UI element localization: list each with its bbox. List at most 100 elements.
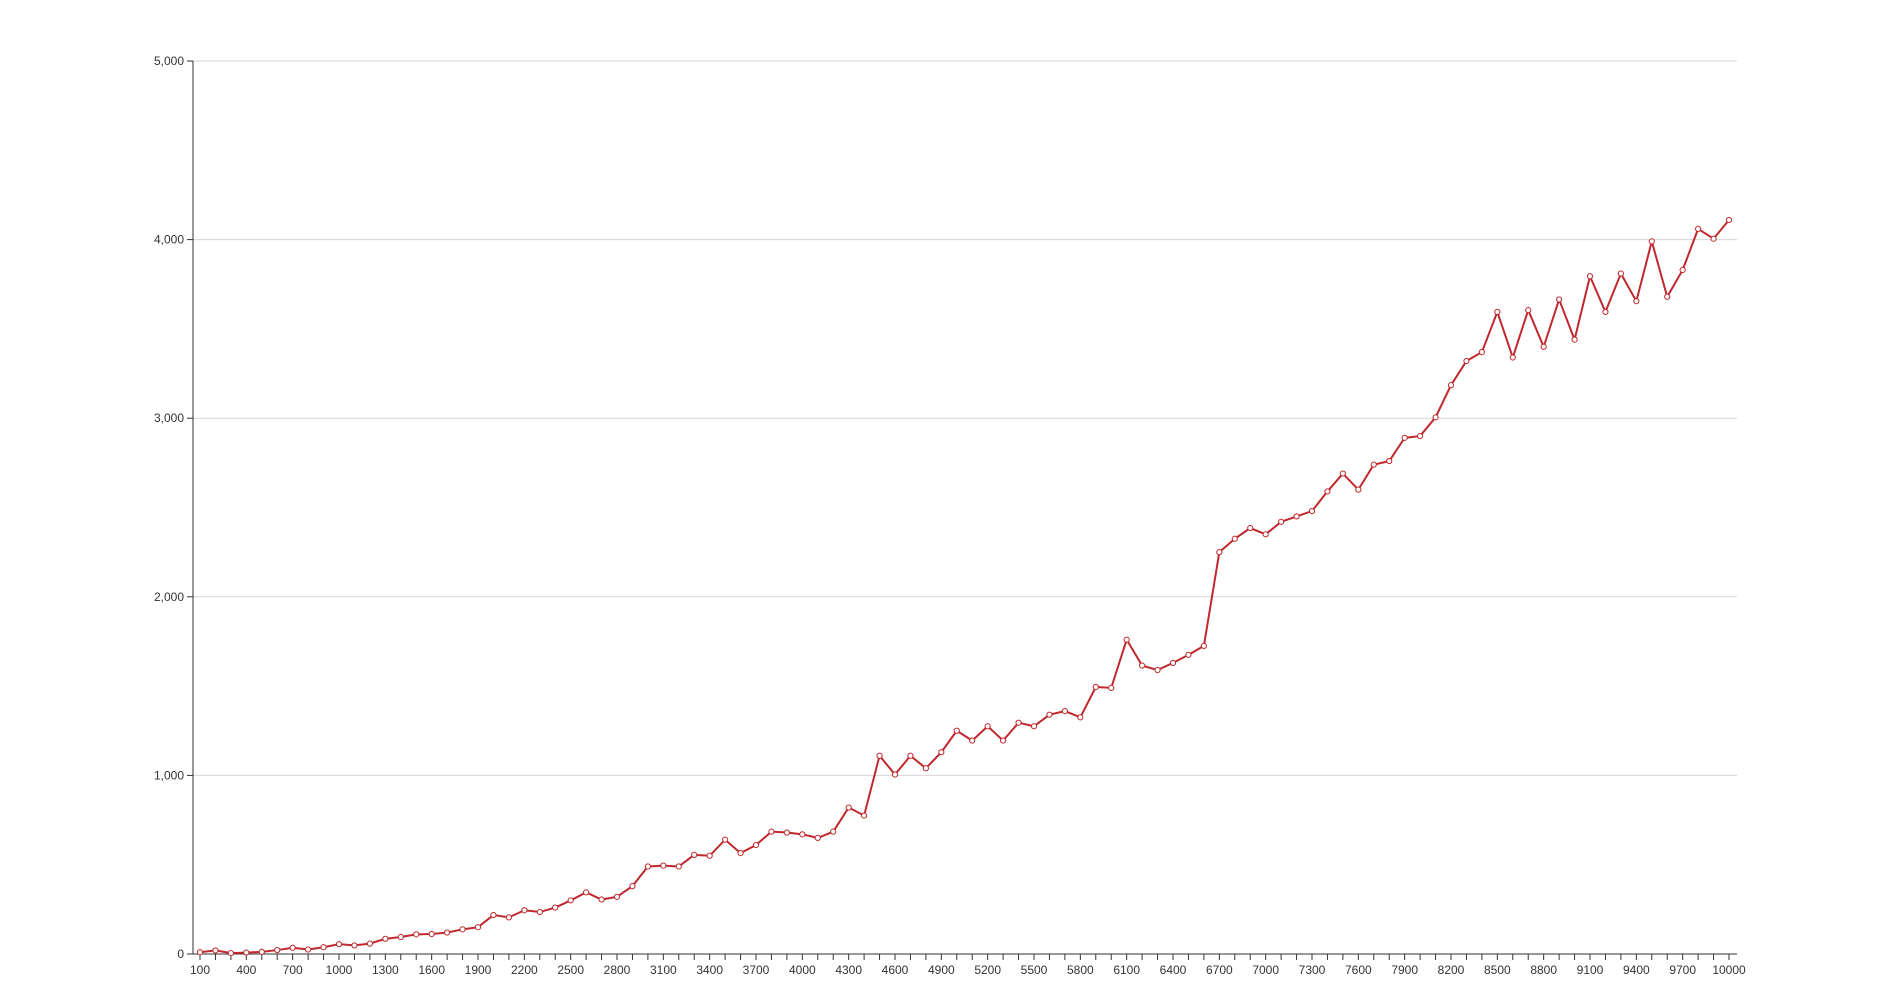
data-point[interactable] <box>1355 486 1362 493</box>
data-point[interactable] <box>444 929 451 936</box>
data-point[interactable] <box>1478 349 1485 356</box>
data-point[interactable] <box>583 889 590 896</box>
data-point[interactable] <box>1000 737 1007 744</box>
data-point[interactable] <box>274 946 281 954</box>
data-point[interactable] <box>289 944 296 951</box>
data-point[interactable] <box>1169 659 1177 666</box>
data-point[interactable] <box>1447 382 1455 389</box>
data-point[interactable] <box>613 893 621 900</box>
data-point[interactable] <box>428 930 435 938</box>
data-point[interactable] <box>1710 235 1717 242</box>
data-point[interactable] <box>1540 343 1547 350</box>
data-point[interactable] <box>1586 273 1594 280</box>
data-point[interactable] <box>691 851 698 858</box>
data-point[interactable] <box>845 804 852 811</box>
data-point[interactable] <box>1324 488 1331 495</box>
data-point[interactable] <box>1030 723 1038 730</box>
data-point[interactable] <box>1262 531 1269 538</box>
data-point[interactable] <box>1679 266 1686 274</box>
data-point[interactable] <box>305 946 312 953</box>
data-point[interactable] <box>1293 513 1300 520</box>
data-point[interactable] <box>505 914 512 921</box>
data-point[interactable] <box>366 940 373 947</box>
data-point[interactable] <box>243 949 250 956</box>
data-point[interactable] <box>1139 662 1146 669</box>
data-point[interactable] <box>1664 293 1671 300</box>
data-point[interactable] <box>1494 308 1501 316</box>
data-point[interactable] <box>1308 507 1316 515</box>
data-point[interactable] <box>1154 666 1161 674</box>
data-point[interactable] <box>830 828 837 835</box>
data-point[interactable] <box>1417 432 1424 440</box>
data-point[interactable] <box>1401 434 1408 441</box>
data-point[interactable] <box>1278 518 1285 525</box>
data-point[interactable] <box>675 863 682 870</box>
data-point[interactable] <box>1725 216 1733 224</box>
data-point[interactable] <box>1046 711 1053 718</box>
data-point[interactable] <box>1648 238 1655 245</box>
data-point[interactable] <box>1463 357 1470 365</box>
data-point[interactable] <box>474 924 482 931</box>
data-point[interactable] <box>1370 461 1377 468</box>
data-point[interactable] <box>1556 296 1563 303</box>
data-point[interactable] <box>1200 642 1207 650</box>
data-point[interactable] <box>1123 636 1130 643</box>
data-point[interactable] <box>382 935 389 942</box>
data-point[interactable] <box>814 834 821 842</box>
data-point[interactable] <box>536 908 543 916</box>
data-point[interactable] <box>660 862 667 869</box>
data-point[interactable] <box>768 828 775 835</box>
data-point[interactable] <box>1185 651 1192 658</box>
data-point[interactable] <box>1231 535 1238 542</box>
data-point[interactable] <box>752 841 760 849</box>
data-point[interactable] <box>1015 719 1022 726</box>
data-point[interactable] <box>953 727 960 734</box>
data-point[interactable] <box>1386 457 1393 465</box>
data-point[interactable] <box>737 849 744 857</box>
data-point[interactable] <box>1525 307 1532 314</box>
data-point[interactable] <box>351 942 358 949</box>
data-point[interactable] <box>1108 684 1115 691</box>
data-point[interactable] <box>258 948 265 955</box>
data-point[interactable] <box>490 911 497 919</box>
data-point[interactable] <box>1571 336 1578 343</box>
data-point[interactable] <box>907 752 914 759</box>
data-point[interactable] <box>459 926 466 933</box>
data-point[interactable] <box>397 933 404 941</box>
data-point[interactable] <box>1617 270 1624 277</box>
data-point[interactable] <box>567 897 574 904</box>
data-point[interactable] <box>876 752 883 759</box>
data-point[interactable] <box>335 941 343 948</box>
data-point[interactable] <box>1432 414 1439 421</box>
data-point[interactable] <box>861 812 868 819</box>
data-point[interactable] <box>1061 708 1068 715</box>
data-point[interactable] <box>1695 225 1702 232</box>
data-point[interactable] <box>196 949 204 956</box>
data-point[interactable] <box>1092 683 1099 691</box>
data-point[interactable] <box>1602 308 1609 316</box>
data-point[interactable] <box>722 836 729 843</box>
data-point[interactable] <box>1077 714 1084 721</box>
data-point[interactable] <box>212 947 219 954</box>
data-point[interactable] <box>1339 470 1346 477</box>
data-point[interactable] <box>644 863 651 870</box>
data-point[interactable] <box>938 749 945 756</box>
data-point[interactable] <box>320 944 327 951</box>
data-point[interactable] <box>891 771 899 778</box>
data-point[interactable] <box>922 765 929 772</box>
data-point[interactable] <box>1633 298 1640 305</box>
data-point[interactable] <box>227 950 234 957</box>
data-point[interactable] <box>598 896 605 903</box>
data-point[interactable] <box>1216 549 1223 556</box>
data-point[interactable] <box>521 907 528 914</box>
data-point[interactable] <box>706 852 713 859</box>
data-point[interactable] <box>1509 354 1516 361</box>
data-point[interactable] <box>1247 524 1254 532</box>
data-point[interactable] <box>552 904 559 911</box>
data-point[interactable] <box>984 723 991 730</box>
data-point[interactable] <box>969 737 976 744</box>
data-point[interactable] <box>629 883 636 890</box>
data-point[interactable] <box>783 829 790 836</box>
data-point[interactable] <box>413 931 420 938</box>
data-point[interactable] <box>799 831 806 838</box>
